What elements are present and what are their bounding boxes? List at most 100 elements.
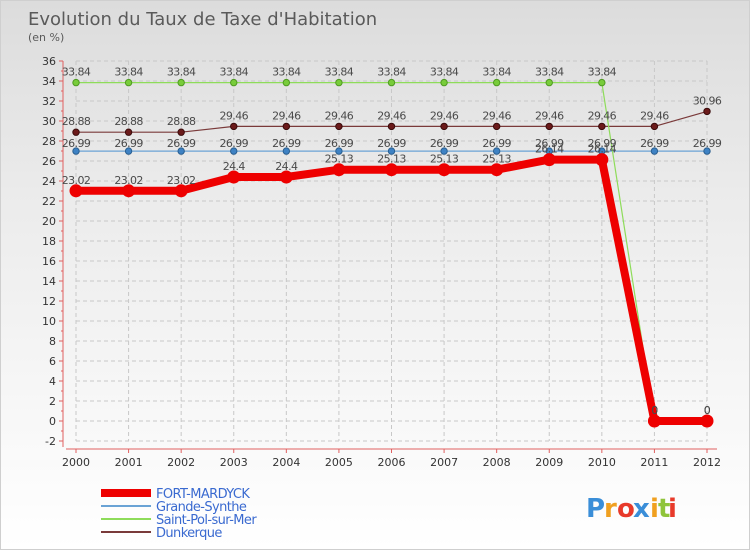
- x-tick-label: 2008: [483, 456, 511, 469]
- data-label: 25.13: [430, 153, 459, 166]
- data-label: 33.84: [535, 66, 564, 79]
- data-label: 33.84: [114, 66, 143, 79]
- data-label: 26.99: [482, 137, 511, 150]
- series-grande-synthe: [72, 147, 711, 155]
- data-point: [595, 153, 609, 167]
- y-tick-label: 14: [42, 275, 56, 288]
- data-label: 29.46: [430, 109, 459, 122]
- data-point: [598, 78, 606, 87]
- data-label: 25.13: [325, 153, 354, 166]
- brand-letter: P: [586, 494, 605, 524]
- brand-letter: t: [658, 494, 670, 524]
- series-layer: 26.99 26.99 26.99 26.99 26.99 26.99 26.99 26.99…: [62, 66, 722, 428]
- data-point: [230, 78, 238, 87]
- data-label: 29.46: [588, 109, 617, 122]
- series-line: [76, 155, 707, 425]
- data-point: [385, 163, 398, 177]
- data-label: 25.13: [377, 153, 406, 166]
- y-tick-label: 28: [42, 135, 56, 148]
- data-point: [72, 147, 80, 155]
- data-point: [282, 147, 291, 155]
- data-point: [437, 163, 451, 177]
- data-point: [335, 147, 343, 155]
- y-tick-label: 32: [42, 95, 56, 108]
- x-tick-label: 2007: [430, 456, 458, 469]
- data-label: 23.02: [114, 174, 143, 187]
- data-label: 26.99: [62, 137, 91, 150]
- data-label: 26.99: [588, 137, 617, 150]
- y-tick-label: 16: [42, 255, 56, 268]
- data-point: [69, 184, 83, 198]
- data-point: [492, 78, 501, 87]
- data-label: 25.13: [482, 153, 511, 166]
- data-point: [124, 78, 133, 87]
- data-label: 26.99: [325, 137, 354, 150]
- data-label: 26.99: [693, 137, 722, 150]
- data-point: [490, 163, 504, 177]
- y-tick-label: 36: [42, 55, 56, 68]
- x-tick-label: 2003: [220, 456, 248, 469]
- data-label: 26.99: [377, 137, 406, 150]
- x-tick-label: 2006: [378, 456, 406, 469]
- data-label: 29.46: [220, 109, 249, 122]
- data-point: [124, 147, 133, 155]
- data-point: [230, 147, 238, 155]
- series-fort-mardyck: [69, 153, 714, 428]
- data-point: [703, 107, 711, 116]
- y-tick-label: 4: [49, 375, 56, 388]
- data-label: 28.88: [114, 115, 143, 128]
- brand-letter: x: [633, 494, 650, 524]
- data-label: 24.4: [275, 160, 298, 173]
- data-point: [177, 128, 185, 136]
- data-point: [440, 147, 448, 155]
- brand-letter: i: [650, 494, 659, 524]
- data-point: [492, 122, 501, 131]
- data-label: 29.46: [325, 109, 354, 122]
- data-label: 26.99: [167, 137, 196, 150]
- y-tick-label: 0: [49, 415, 56, 428]
- legend-label: Grande-Synthe: [156, 500, 247, 515]
- data-point: [650, 122, 659, 131]
- data-label: 33.84: [167, 66, 196, 79]
- y-tick-label: 30: [42, 115, 56, 128]
- data-label: 26.99: [430, 137, 459, 150]
- data-point: [387, 78, 396, 87]
- data-label: 29.46: [535, 109, 564, 122]
- data-point: [335, 78, 343, 87]
- legend-label: FORT-MARDYCK: [156, 487, 250, 502]
- x-tick-label: 2010: [588, 456, 616, 469]
- data-label: 26.99: [535, 137, 564, 150]
- data-label: 26.99: [640, 137, 669, 150]
- data-point: [72, 78, 80, 87]
- data-label: 26.14: [535, 143, 564, 156]
- data-label: 23.02: [167, 174, 196, 187]
- data-point: [174, 184, 188, 198]
- chart-subtitle: (en %): [28, 31, 64, 44]
- y-tick-label: 10: [42, 315, 56, 328]
- data-label: 33.84: [220, 66, 249, 79]
- data-point: [542, 153, 556, 167]
- y-tick-label: 26: [42, 155, 56, 168]
- data-label: 0: [704, 404, 711, 417]
- x-tick-label: 2012: [693, 456, 721, 469]
- x-tick-label: 2005: [325, 456, 353, 469]
- y-tick-label: 2: [49, 395, 56, 408]
- brand-letter: i: [668, 494, 677, 524]
- data-label: 33.84: [62, 66, 91, 79]
- data-point: [177, 78, 185, 87]
- data-point: [440, 122, 448, 131]
- data-point: [545, 78, 553, 87]
- data-label: 33.84: [325, 66, 354, 79]
- data-point: [703, 147, 711, 155]
- data-point: [72, 128, 80, 136]
- data-point: [700, 414, 714, 428]
- data-label: 26.99: [220, 137, 249, 150]
- y-tick-label: 6: [49, 355, 56, 368]
- data-point: [650, 147, 659, 155]
- y-tick-label: 8: [49, 335, 56, 348]
- data-point: [177, 147, 185, 155]
- legend-label: Saint-Pol-sur-Mer: [156, 513, 257, 528]
- data-label: 29.46: [272, 109, 301, 122]
- x-tick-label: 2000: [62, 456, 90, 469]
